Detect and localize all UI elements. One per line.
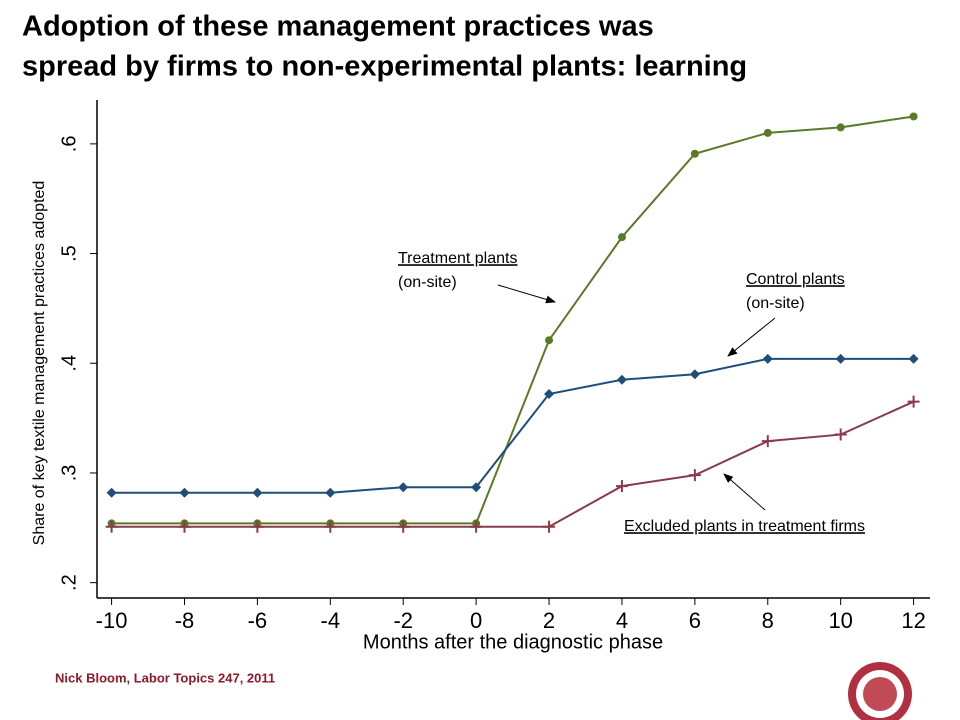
point: [688, 469, 701, 482]
x-tick-label: 10: [828, 608, 852, 633]
title-line: Adoption of these management practices w…: [22, 11, 654, 43]
arrow: [727, 317, 776, 357]
point: [471, 482, 482, 493]
point: [179, 487, 190, 498]
x-tick-label: 4: [616, 608, 628, 633]
point: [545, 336, 554, 345]
annotation: (on-site): [398, 274, 457, 291]
annotation: Excluded plants in treatment firms: [624, 518, 865, 535]
point: [763, 128, 772, 137]
point: [543, 520, 556, 533]
x-tick-label: 2: [543, 608, 555, 633]
point: [909, 112, 918, 121]
y-axis-label: Share of key textile management practice…: [31, 181, 48, 546]
point: [835, 353, 846, 364]
arrow: [723, 473, 766, 511]
annotation: Control plants: [746, 271, 845, 288]
annotation: (on-site): [746, 295, 805, 312]
series-line: [111, 357, 914, 494]
point: [907, 395, 920, 408]
logo: [848, 662, 912, 720]
x-tick-label: -6: [248, 608, 268, 633]
x-tick-label: 0: [470, 608, 482, 633]
annotation: Treatment plants: [398, 250, 517, 267]
point: [836, 123, 845, 132]
series-line: [111, 115, 914, 525]
point: [325, 487, 336, 498]
title-line: spread by firms to non-experimental plan…: [22, 51, 747, 83]
point: [251, 520, 264, 533]
x-tick-label: -8: [175, 608, 195, 633]
y-tick-label: .4: [58, 355, 80, 372]
point: [252, 487, 263, 498]
point: [178, 520, 191, 533]
point: [690, 149, 699, 158]
y-tick-label: .3: [58, 465, 80, 482]
point: [106, 487, 117, 498]
point: [762, 353, 773, 364]
x-tick-label: 8: [762, 608, 774, 633]
x-tick-label: 12: [901, 608, 925, 633]
point: [615, 480, 628, 493]
y-tick-label: .6: [58, 136, 80, 153]
x-tick-label: -2: [393, 608, 413, 633]
footer: Nick Bloom, Labor Topics 247, 2011: [55, 670, 275, 685]
point: [470, 520, 483, 533]
x-tick-label: -10: [96, 608, 128, 633]
y-tick-label: .5: [58, 245, 80, 262]
point: [397, 520, 410, 533]
x-tick-label: -4: [321, 608, 341, 633]
point: [324, 520, 337, 533]
y-tick-label: .2: [58, 574, 80, 591]
x-axis-label: Months after the diagnostic phase: [363, 631, 663, 653]
x-tick-label: 6: [689, 608, 701, 633]
point: [834, 428, 847, 441]
arrow: [497, 284, 556, 304]
point: [908, 353, 919, 364]
point: [105, 520, 118, 533]
point: [761, 435, 774, 448]
point: [398, 482, 409, 493]
point: [616, 374, 627, 385]
point: [544, 388, 555, 399]
series-line: [111, 400, 915, 528]
point: [689, 369, 700, 380]
point: [617, 233, 626, 242]
